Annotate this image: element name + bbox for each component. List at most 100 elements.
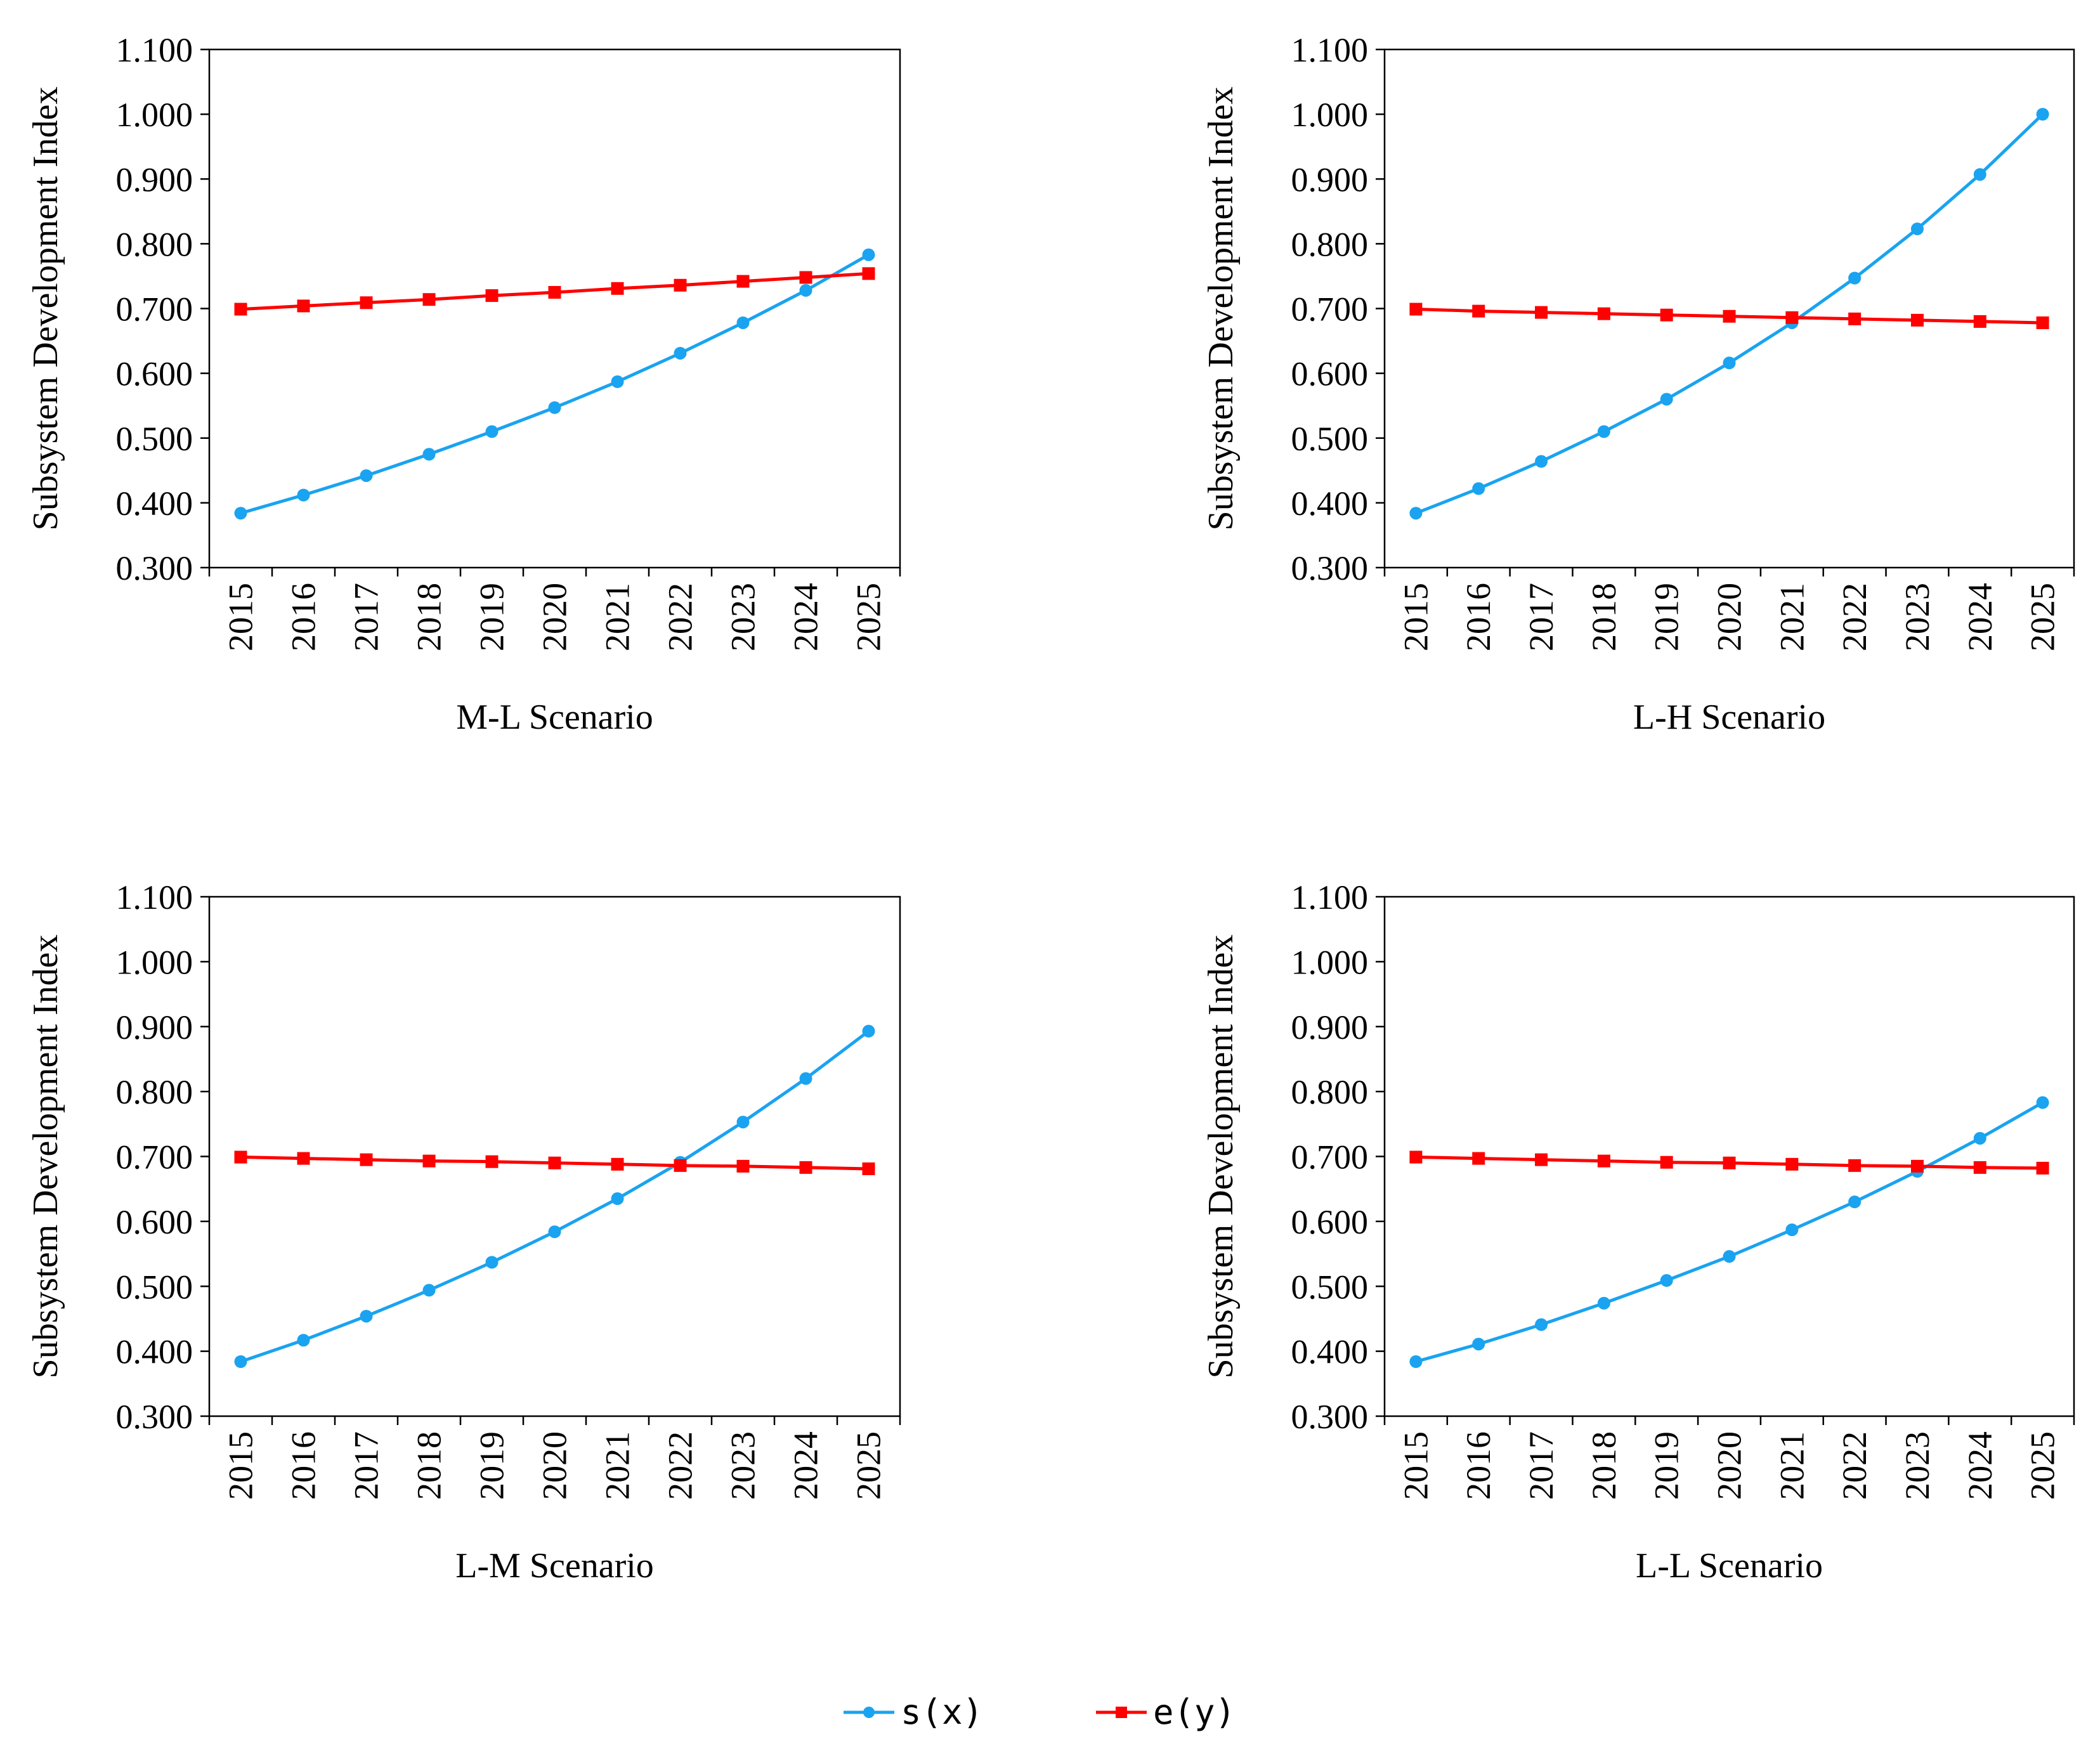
y-tick-label: 1.100 (1291, 878, 1369, 916)
x-tick-label: 2017 (1522, 583, 1560, 651)
y-tick-label: 0.600 (116, 355, 193, 393)
x-tick-label: 2019 (1648, 583, 1686, 651)
chart-panel-2: 0.300 0.400 0.500 0.600 0.700 0.800 0.900 1.000… (1201, 31, 2075, 737)
x-tick-label: 2016 (285, 583, 323, 651)
point-ey (1535, 1153, 1548, 1166)
point-sx (1785, 1223, 1799, 1237)
x-tick-label: 2024 (787, 1431, 825, 1500)
x-tick-label: 2021 (1773, 583, 1811, 651)
series-sx (1409, 1096, 2049, 1369)
point-ey (1910, 1159, 1924, 1173)
point-sx (1472, 1338, 1485, 1351)
y-axis-label: Subsystem Development Index (1201, 87, 1241, 531)
point-sx (1848, 1195, 1862, 1209)
legend-item-sx: s(x) (844, 1692, 983, 1732)
y-tick-label: 0.600 (116, 1203, 193, 1241)
x-axis-label: L-H Scenario (1633, 698, 1825, 737)
point-sx (297, 488, 310, 502)
point-sx (736, 1116, 750, 1129)
point-ey (1597, 307, 1610, 320)
point-ey (234, 303, 247, 316)
x-tick-label: 2019 (473, 1431, 511, 1500)
x-axis-label: L-M Scenario (455, 1546, 654, 1585)
point-sx (548, 401, 561, 414)
y-tick-label: 0.500 (116, 1268, 193, 1306)
x-tick-label: 2019 (1648, 1431, 1686, 1500)
y-tick-label: 0.300 (1291, 1398, 1369, 1436)
plot-frame (1383, 48, 2075, 569)
y-tick-label: 1.000 (1291, 943, 1369, 981)
point-ey (360, 1153, 373, 1166)
point-ey (548, 285, 561, 299)
legend-label-sx: s(x) (901, 1692, 983, 1732)
point-sx (1597, 1296, 1610, 1310)
chart-panel-3: 0.300 0.400 0.500 0.600 0.700 0.800 0.900 1.000… (26, 878, 901, 1585)
y-tick-label: 0.400 (116, 1333, 193, 1371)
series-sx (234, 1024, 875, 1369)
x-tick-label: 2020 (536, 1431, 574, 1500)
point-sx (297, 1334, 310, 1347)
y-tick-label: 0.300 (116, 549, 193, 587)
y-tick-label: 0.800 (1291, 225, 1369, 263)
y-tick-label: 0.700 (116, 1138, 193, 1176)
point-ey (611, 1157, 624, 1171)
x-tick-label: 2025 (2024, 583, 2062, 651)
x-tick-label: 2017 (1522, 1431, 1560, 1500)
y-tick-label: 1.000 (116, 943, 193, 981)
y-tick-label: 0.600 (1291, 1203, 1369, 1241)
point-ey (1597, 1154, 1610, 1168)
x-tick-label: 2020 (1711, 1431, 1749, 1500)
point-ey (1910, 313, 1924, 327)
x-tick-label: 2025 (850, 583, 888, 651)
x-tick-label: 2022 (662, 1431, 700, 1500)
series-ey (1409, 1150, 2049, 1175)
point-ey (1785, 1157, 1799, 1171)
x-tick-label: 2018 (410, 1431, 448, 1500)
point-ey (1660, 308, 1673, 322)
legend-label-ey: e(y) (1153, 1692, 1236, 1732)
x-tick-label: 2018 (1585, 583, 1623, 651)
plot-frame (208, 48, 901, 569)
y-tick-label: 0.400 (1291, 1333, 1369, 1371)
legend-item-ey: e(y) (1096, 1692, 1236, 1732)
point-sx (1723, 1250, 1736, 1263)
x-tick-label: 2022 (1836, 583, 1874, 651)
x-tick-label: 2018 (1585, 1431, 1623, 1500)
point-ey (1409, 1150, 1423, 1164)
point-ey (799, 271, 812, 284)
point-sx (862, 248, 875, 261)
y-tick-label: 0.900 (116, 160, 193, 199)
x-tick-label: 2021 (599, 1431, 637, 1500)
point-sx (1409, 1355, 1423, 1369)
y-tick-label: 0.900 (1291, 1008, 1369, 1046)
x-tick-label: 2022 (662, 583, 700, 651)
point-ey (1660, 1156, 1673, 1169)
point-sx (799, 1072, 812, 1085)
x-tick-label: 2016 (1459, 1431, 1497, 1500)
point-ey (862, 1162, 875, 1175)
x-axis-label: M-L Scenario (456, 698, 653, 737)
point-ey (862, 267, 875, 280)
point-sx (1535, 1318, 1548, 1331)
plot-frame (1383, 895, 2075, 1417)
x-tick-label: 2021 (599, 583, 637, 651)
point-ey (736, 275, 750, 288)
x-tick-label: 2024 (1961, 1431, 1999, 1500)
legend: s(x) e(y) (844, 1692, 1236, 1732)
point-sx (360, 469, 373, 482)
x-tick-label: 2017 (348, 583, 386, 651)
y-axis-label: Subsystem Development Index (26, 87, 65, 531)
point-ey (297, 299, 310, 313)
x-tick-label: 2018 (410, 583, 448, 651)
y-tick-label: 0.800 (116, 225, 193, 263)
y-axis-label: Subsystem Development Index (26, 935, 65, 1379)
y-tick-label: 0.800 (116, 1073, 193, 1111)
point-sx (674, 346, 687, 360)
y-axis-label: Subsystem Development Index (1201, 935, 1241, 1379)
x-tick-label: 2015 (1397, 583, 1435, 651)
y-tick-label: 0.700 (116, 290, 193, 329)
y-tick-label: 0.900 (1291, 160, 1369, 199)
point-sx (1723, 356, 1736, 370)
series-sx (234, 248, 875, 520)
x-tick-label: 2023 (1898, 1431, 1936, 1500)
